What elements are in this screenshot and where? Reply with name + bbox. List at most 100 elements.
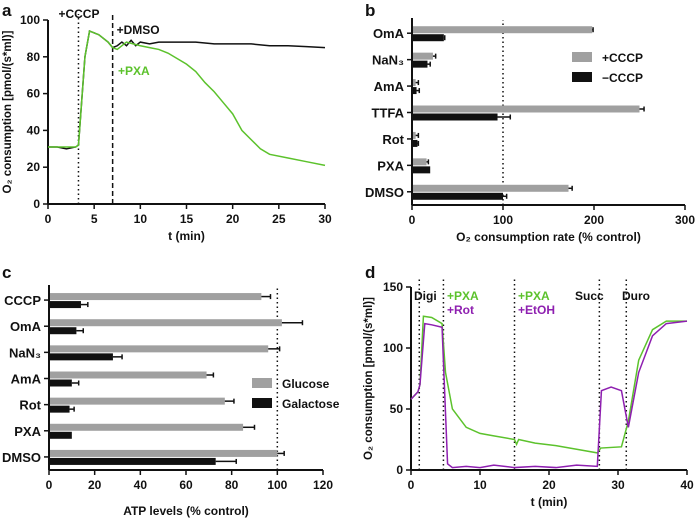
panel-c: CCCP OmA NaN₃ AmA Rot PXA DMSO 0 20 40 60 80 100 120 A… <box>2 285 340 518</box>
bar-cccp <box>412 26 593 34</box>
category-label: Rot <box>382 132 404 147</box>
series-line-dmso <box>48 30 326 150</box>
bar-cccp <box>412 139 418 147</box>
bar-glucose <box>49 319 282 327</box>
bar-glucose <box>49 345 269 353</box>
bar-cccp <box>412 87 417 95</box>
legend-label: Galactose <box>282 397 340 411</box>
bar-cccp <box>412 131 416 139</box>
bar-galactose <box>49 327 77 335</box>
panel-b: OmA NaN₃ AmA TTFA Rot PXA DMSO 0 100 200 300 O₂ con… <box>365 18 695 244</box>
x-tick-label: 25 <box>272 212 286 226</box>
bar-cccp <box>412 105 640 113</box>
category-label: OmA <box>10 319 42 334</box>
category-label: TTFA <box>372 106 405 121</box>
bar-cccp <box>412 113 498 121</box>
panel-label-c: c <box>2 263 11 282</box>
y-axis-label: O₂ consumption [pmol/(s*ml)] <box>363 297 375 460</box>
x-tick-label: 15 <box>180 212 194 226</box>
bar-glucose <box>49 449 278 457</box>
y-tick-label: 60 <box>27 87 41 101</box>
bar-glucose <box>49 371 207 379</box>
x-tick-label: 300 <box>675 213 695 227</box>
panel-d: 0 10 20 30 40 0 50 100 150 t (min) O₂ consumption … <box>363 279 694 509</box>
bar-cccp <box>412 79 416 87</box>
x-tick-label: 120 <box>313 478 333 492</box>
bar-glucose <box>49 423 244 431</box>
panel-a: 0 5 10 15 20 25 30 0 20 40 60 80 100 t (min) O₂ consum… <box>2 7 332 243</box>
x-tick-label: 200 <box>584 213 604 227</box>
bar-galactose <box>49 457 216 465</box>
category-label: AmA <box>374 79 405 94</box>
x-tick-label: 10 <box>134 212 148 226</box>
x-tick-label: 0 <box>409 213 416 227</box>
annotation-etoh: +EtOH <box>518 303 555 317</box>
x-tick-label: 100 <box>493 213 513 227</box>
legend-label: Glucose <box>282 377 330 391</box>
y-tick-label: 150 <box>383 280 403 294</box>
panel-label-a: a <box>2 1 12 20</box>
annotation-succ: Succ <box>575 289 604 303</box>
x-tick-label: 100 <box>267 478 287 492</box>
annotation-pxa: +PXA <box>447 289 479 303</box>
category-label: NaN₃ <box>9 345 41 360</box>
category-label: NaN₃ <box>372 53 404 68</box>
legend-swatch <box>572 52 592 62</box>
bar-galactose <box>49 405 70 413</box>
series-line-pxa <box>48 30 326 167</box>
x-tick-label: 10 <box>473 478 487 492</box>
x-tick-label: 20 <box>226 212 240 226</box>
y-tick-label: 20 <box>27 160 41 174</box>
bar-cccp <box>412 52 433 60</box>
bar-cccp <box>412 184 569 192</box>
x-axis-label: ATP levels (% control) <box>123 504 249 518</box>
y-tick-label: 80 <box>27 50 41 64</box>
bar-galactose <box>49 353 113 361</box>
category-label: DMSO <box>2 450 41 465</box>
category-label: DMSO <box>365 185 404 200</box>
annotation-pxa: +PXA <box>518 289 550 303</box>
category-label: OmA <box>373 26 405 41</box>
panel-label-d: d <box>365 263 375 282</box>
x-axis-label: t (min) <box>531 495 568 509</box>
bar-galactose <box>49 379 72 387</box>
legend-label: +CCCP <box>602 51 643 65</box>
x-axis-label: O₂ consumption rate (% control) <box>456 230 641 244</box>
x-tick-label: 0 <box>45 212 52 226</box>
x-tick-label: 0 <box>46 478 53 492</box>
x-tick-label: 0 <box>408 478 415 492</box>
x-tick-label: 80 <box>225 478 239 492</box>
annotation-duro: Duro <box>622 289 650 303</box>
annotation-digi: Digi <box>414 289 437 303</box>
bar-cccp <box>412 158 427 166</box>
annotation-dmso: +DMSO <box>117 23 160 37</box>
x-tick-label: 40 <box>134 478 148 492</box>
x-tick-label: 5 <box>91 212 98 226</box>
bar-galactose <box>49 431 72 439</box>
annotation-pxa: +PXA <box>118 64 150 78</box>
y-tick-label: 0 <box>396 463 403 477</box>
x-tick-label: 40 <box>680 478 694 492</box>
category-label: Rot <box>19 398 41 413</box>
annotation-rot: +Rot <box>447 303 474 317</box>
bar-cccp <box>412 60 428 68</box>
series-line-rot <box>410 320 688 469</box>
x-tick-label: 60 <box>179 478 193 492</box>
x-tick-label: 30 <box>611 478 625 492</box>
y-tick-label: 0 <box>33 197 40 211</box>
bar-glucose <box>49 397 225 405</box>
bar-cccp <box>412 34 444 42</box>
x-axis-label: t (min) <box>168 229 205 243</box>
panel-label-b: b <box>365 1 375 20</box>
legend-swatch <box>252 398 272 408</box>
bar-glucose <box>49 293 262 301</box>
category-label: AmA <box>11 372 42 387</box>
y-tick-label: 50 <box>390 402 404 416</box>
y-tick-label: 100 <box>20 13 40 27</box>
x-tick-label: 20 <box>542 478 556 492</box>
y-tick-label: 40 <box>27 123 41 137</box>
series-line-pxa <box>410 315 687 454</box>
bar-galactose <box>49 301 81 309</box>
y-tick-label: 100 <box>383 341 403 355</box>
